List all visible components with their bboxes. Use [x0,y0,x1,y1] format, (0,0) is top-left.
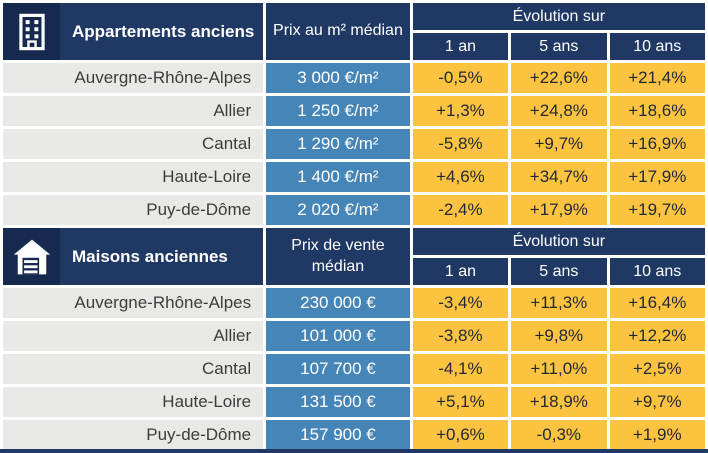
region-cell: Allier [3,321,264,351]
evolution-10y-cell: +9,7% [609,387,705,417]
house-garage-icon [3,228,60,285]
evolution-1y-cell: +0,6% [412,420,509,450]
section-title: Appartements anciens [72,21,255,41]
price-cell: 230 000 € [266,288,410,318]
houses-header-row-periods: 1 an 5 ans 10 ans [3,258,705,285]
evolution-10y-cell: +12,2% [609,321,705,351]
evolution-5y-cell: +34,7% [511,162,607,192]
evolution-1y-cell: +5,1% [412,387,509,417]
apartment-building-icon [3,3,60,60]
period-header-10y: 10 ans [609,33,705,60]
region-cell: Auvergne-Rhône-Alpes [3,288,264,318]
period-header-5y: 5 ans [511,33,607,60]
price-cell: 1 290 €/m² [266,129,410,159]
evolution-1y-cell: -2,4% [412,195,509,225]
evolution-10y-cell: +17,9% [609,162,705,192]
evolution-10y-cell: +19,7% [609,195,705,225]
evolution-1y-cell: -3,8% [412,321,509,351]
evolution-1y-cell: +4,6% [412,162,509,192]
table-row: Cantal 1 290 €/m² -5,8% +9,7% +16,9% [3,129,705,159]
table-row: Puy-de-Dôme 2 020 €/m² -2,4% +17,9% +19,… [3,195,705,225]
evolution-10y-cell: +16,4% [609,288,705,318]
price-cell: 2 020 €/m² [266,195,410,225]
evolution-5y-cell: +9,8% [511,321,607,351]
price-cell: 1 250 €/m² [266,96,410,126]
houses-header-row-top: Maisons anciennes Prix de vente médian É… [3,228,705,285]
evolution-5y-cell: +22,6% [511,63,607,93]
evolution-1y-cell: -0,5% [412,63,509,93]
section-title: Maisons anciennes [72,246,228,266]
table-row: Haute-Loire 1 400 €/m² +4,6% +34,7% +17,… [3,162,705,192]
region-cell: Haute-Loire [3,162,264,192]
evolution-1y-cell: -3,4% [412,288,509,318]
table-row: Puy-de-Dôme 157 900 € +0,6% -0,3% +1,9% [3,420,705,450]
evolution-group-header: Évolution sur [412,228,705,255]
region-cell: Allier [3,96,264,126]
evolution-5y-cell: +9,7% [511,129,607,159]
period-header-10y: 10 ans [609,258,705,285]
table-row: Haute-Loire 131 500 € +5,1% +18,9% +9,7% [3,387,705,417]
region-cell: Cantal [3,354,264,384]
evolution-group-header: Évolution sur [412,3,705,30]
table-row: Allier 101 000 € -3,8% +9,8% +12,2% [3,321,705,351]
price-column-header: Prix au m² médian [266,3,410,60]
section-header-apartments: Appartements anciens [3,3,264,60]
price-cell: 1 400 €/m² [266,162,410,192]
table-row: Auvergne-Rhône-Alpes 230 000 € -3,4% +11… [3,288,705,318]
evolution-5y-cell: +11,0% [511,354,607,384]
table-row: Auvergne-Rhône-Alpes 3 000 €/m² -0,5% +2… [3,63,705,93]
section-header-houses: Maisons anciennes [3,228,264,285]
period-header-5y: 5 ans [511,258,607,285]
period-header-1y: 1 an [412,258,509,285]
evolution-10y-cell: +16,9% [609,129,705,159]
evolution-1y-cell: -5,8% [412,129,509,159]
evolution-5y-cell: -0,3% [511,420,607,450]
price-cell: 157 900 € [266,420,410,450]
evolution-10y-cell: +2,5% [609,354,705,384]
region-cell: Auvergne-Rhône-Alpes [3,63,264,93]
region-cell: Puy-de-Dôme [3,420,264,450]
region-cell: Puy-de-Dôme [3,195,264,225]
apartments-header-row-periods: 1 an 5 ans 10 ans [3,33,705,60]
evolution-10y-cell: +21,4% [609,63,705,93]
evolution-10y-cell: +18,6% [609,96,705,126]
evolution-5y-cell: +11,3% [511,288,607,318]
evolution-1y-cell: +1,3% [412,96,509,126]
evolution-5y-cell: +17,9% [511,195,607,225]
region-cell: Cantal [3,129,264,159]
period-header-1y: 1 an [412,33,509,60]
evolution-1y-cell: -4,1% [412,354,509,384]
bottom-border-bar [0,449,708,453]
price-cell: 131 500 € [266,387,410,417]
table-row: Cantal 107 700 € -4,1% +11,0% +2,5% [3,354,705,384]
price-cell: 101 000 € [266,321,410,351]
price-column-header: Prix de vente médian [266,228,410,285]
price-cell: 107 700 € [266,354,410,384]
evolution-5y-cell: +24,8% [511,96,607,126]
region-cell: Haute-Loire [3,387,264,417]
price-cell: 3 000 €/m² [266,63,410,93]
evolution-5y-cell: +18,9% [511,387,607,417]
apartments-header-row-top: Appartements anciens Prix au m² médian É… [3,3,705,60]
evolution-10y-cell: +1,9% [609,420,705,450]
table-row: Allier 1 250 €/m² +1,3% +24,8% +18,6% [3,96,705,126]
